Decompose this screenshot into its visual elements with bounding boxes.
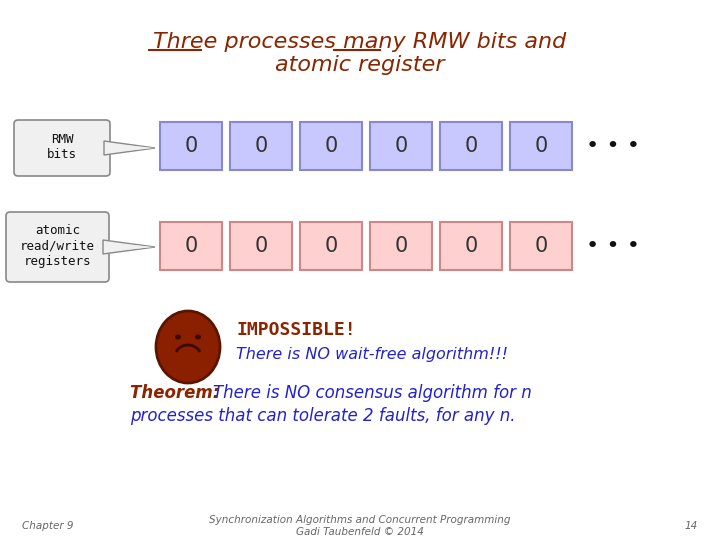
FancyBboxPatch shape xyxy=(230,122,292,170)
Text: • • •: • • • xyxy=(586,136,640,156)
Text: IMPOSSIBLE!: IMPOSSIBLE! xyxy=(236,321,356,339)
Text: There is NO consensus algorithm for n: There is NO consensus algorithm for n xyxy=(213,384,532,402)
Text: 0: 0 xyxy=(395,236,408,256)
Text: Chapter 9: Chapter 9 xyxy=(22,521,73,531)
FancyBboxPatch shape xyxy=(160,222,222,270)
FancyBboxPatch shape xyxy=(370,122,432,170)
FancyBboxPatch shape xyxy=(300,122,362,170)
Ellipse shape xyxy=(156,311,220,383)
Text: 0: 0 xyxy=(325,136,338,156)
Text: 0: 0 xyxy=(325,236,338,256)
FancyBboxPatch shape xyxy=(370,222,432,270)
Text: 0: 0 xyxy=(534,136,548,156)
Text: atomic register: atomic register xyxy=(275,55,445,75)
Text: 0: 0 xyxy=(184,136,197,156)
Text: 0: 0 xyxy=(254,236,268,256)
FancyBboxPatch shape xyxy=(6,212,109,282)
FancyBboxPatch shape xyxy=(440,222,502,270)
FancyBboxPatch shape xyxy=(510,222,572,270)
FancyBboxPatch shape xyxy=(440,122,502,170)
Polygon shape xyxy=(105,143,154,153)
Text: 0: 0 xyxy=(534,236,548,256)
Text: Three processes many RMW bits and: Three processes many RMW bits and xyxy=(153,32,567,52)
Text: 0: 0 xyxy=(395,136,408,156)
Polygon shape xyxy=(103,240,155,254)
Polygon shape xyxy=(104,242,154,252)
FancyBboxPatch shape xyxy=(230,222,292,270)
Text: 0: 0 xyxy=(464,136,477,156)
Ellipse shape xyxy=(195,334,201,340)
Text: • • •: • • • xyxy=(586,236,640,256)
Ellipse shape xyxy=(175,334,181,340)
Text: 0: 0 xyxy=(184,236,197,256)
FancyBboxPatch shape xyxy=(160,122,222,170)
Text: 14: 14 xyxy=(685,521,698,531)
Text: Theorem:: Theorem: xyxy=(130,384,225,402)
FancyBboxPatch shape xyxy=(14,120,110,176)
Text: processes that can tolerate 2 faults, for any n.: processes that can tolerate 2 faults, fo… xyxy=(130,407,516,425)
FancyBboxPatch shape xyxy=(300,222,362,270)
Polygon shape xyxy=(104,141,155,155)
Text: 0: 0 xyxy=(464,236,477,256)
FancyBboxPatch shape xyxy=(510,122,572,170)
Text: There is NO wait-free algorithm!!!: There is NO wait-free algorithm!!! xyxy=(236,348,508,362)
Text: atomic
read/write
registers: atomic read/write registers xyxy=(20,225,95,267)
Text: Synchronization Algorithms and Concurrent Programming
Gadi Taubenfeld © 2014: Synchronization Algorithms and Concurren… xyxy=(210,515,510,537)
Text: 0: 0 xyxy=(254,136,268,156)
Text: RMW
bits: RMW bits xyxy=(47,133,77,161)
